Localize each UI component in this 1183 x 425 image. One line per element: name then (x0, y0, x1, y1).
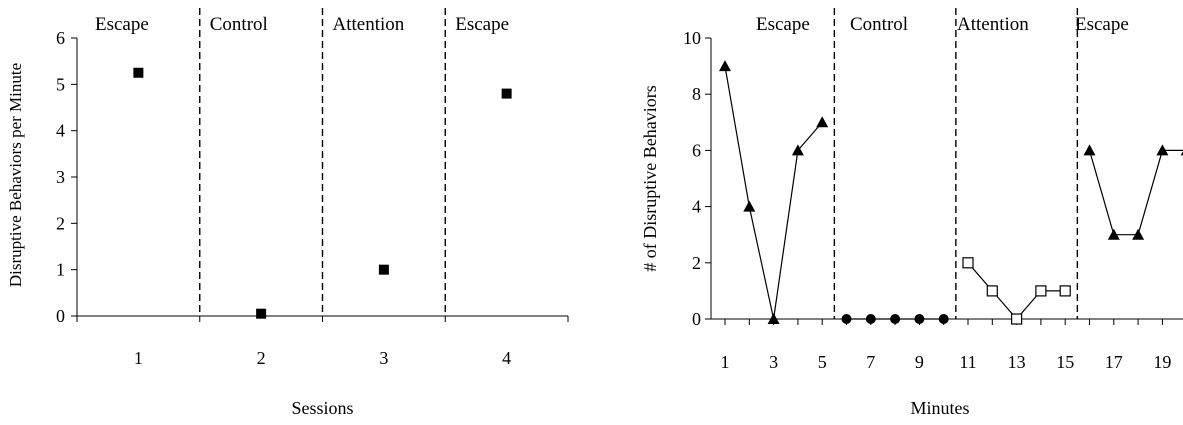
y-axis-title: # of Disruptive Behaviors (640, 85, 660, 271)
x-tick-label: 19 (1153, 352, 1171, 372)
x-axis-title: Sessions (291, 398, 353, 418)
data-point (938, 314, 949, 324)
phase-label: Escape (1075, 14, 1129, 35)
data-point (1180, 151, 1183, 156)
data-point (1035, 285, 1047, 297)
phase-label: Control (210, 14, 268, 35)
x-tick-label: 7 (866, 352, 875, 372)
data-point (743, 200, 756, 212)
data-point (378, 264, 389, 275)
x-tick-label: 17 (1105, 352, 1123, 372)
x-axis-title: Minutes (910, 398, 969, 418)
y-tick-label: 4 (56, 121, 65, 141)
phase-label: Control (850, 14, 908, 35)
data-point (1010, 313, 1023, 325)
data-point (1132, 228, 1145, 240)
series-line (724, 65, 823, 320)
y-axis-title: Disruptive Behaviors per Minute (6, 63, 25, 287)
y-tick-label: 3 (56, 167, 65, 187)
y-tick-label: 4 (692, 197, 701, 217)
data-point (767, 313, 780, 324)
phase-label: Attention (957, 14, 1029, 35)
y-tick-label: 2 (56, 213, 65, 233)
x-tick-label: 3 (379, 348, 388, 368)
data-point (256, 308, 267, 319)
chart-1-sessions: 0 1 2 3 4 5 6 1 2 3 4 Escape Control Attention Escape S… (6, 8, 569, 418)
phase-label: Escape (756, 14, 810, 35)
y-tick-label: 10 (683, 28, 701, 48)
data-point (1156, 144, 1169, 156)
data-point (719, 60, 731, 72)
x-tick-label: 5 (818, 352, 827, 372)
data-point (914, 314, 925, 324)
data-point (501, 88, 512, 99)
x-tick-label: 11 (959, 352, 976, 372)
data-point (1059, 285, 1071, 297)
data-point (986, 285, 998, 297)
x-tick-label: 1 (721, 352, 730, 372)
y-tick-label: 0 (692, 309, 701, 329)
data-point (865, 314, 876, 324)
data-point (1083, 144, 1096, 156)
data-point (791, 144, 804, 156)
x-tick-label: 3 (769, 352, 778, 372)
data-point (816, 116, 829, 128)
y-tick-label: 0 (56, 306, 65, 326)
y-tick-label: 5 (56, 74, 65, 94)
y-tick-label: 2 (692, 253, 701, 273)
x-tick-label: 2 (257, 348, 266, 368)
x-tick-label: 9 (915, 352, 924, 372)
series-line (1088, 149, 1183, 236)
y-tick-label: 6 (56, 28, 65, 48)
phase-label: Attention (333, 14, 405, 35)
y-tick-label: 6 (692, 140, 701, 160)
x-tick-label: 4 (502, 348, 511, 368)
data-point (890, 314, 901, 324)
x-tick-label: 15 (1056, 352, 1074, 372)
data-point (1107, 228, 1120, 240)
data-point (133, 67, 144, 78)
data-point (962, 257, 974, 269)
phase-label: Escape (95, 14, 149, 35)
x-tick-label: 13 (1008, 352, 1026, 372)
phase-label: Escape (455, 14, 509, 35)
series-line (967, 262, 1066, 320)
y-tick-label: 8 (692, 84, 701, 104)
data-point (841, 314, 852, 324)
x-tick-label: 1 (134, 348, 143, 368)
y-tick-label: 1 (56, 260, 65, 280)
